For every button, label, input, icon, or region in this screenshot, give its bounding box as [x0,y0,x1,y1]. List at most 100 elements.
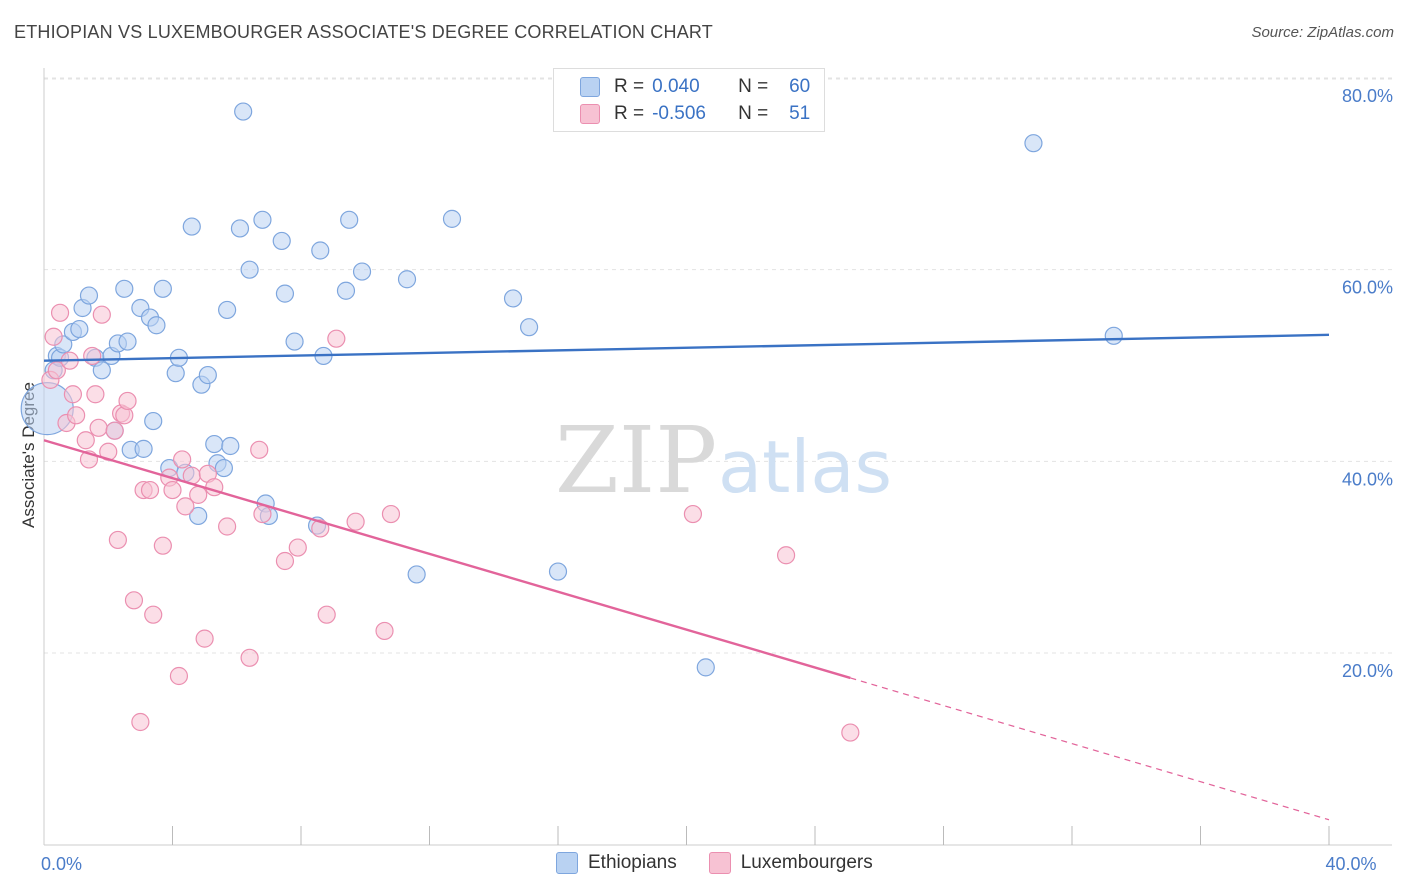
ethiopians-point [336,281,356,300]
luxembourgers-point [218,517,237,536]
source-label: Source: ZipAtlas.com [1251,24,1394,41]
luxembourgers-trend-line [43,439,851,680]
luxembourgers-point [50,303,70,322]
luxembourgers-point [92,305,111,324]
ethiopians-point [253,210,272,229]
x-tick-label: 40.0% [1325,854,1376,874]
legend-item-label: Ethiopians [588,852,677,873]
legend-item-luxembourgers: Luxembourgers [708,852,873,874]
legend-r-label: R = [614,103,645,124]
trend-lines [43,333,1330,821]
luxembourgers-legend-swatch [708,852,731,874]
ethiopians-point [218,300,237,320]
series-ethiopians [20,102,1123,677]
ethiopians-point [153,279,172,298]
luxembourgers-point [140,480,160,500]
luxembourgers-point [67,406,86,425]
watermark-zip: ZIP [555,407,717,514]
ethiopians-point [79,286,99,305]
luxembourgers-point [288,538,307,557]
ethiopians-point [230,219,250,238]
luxembourgers-point [63,385,83,404]
luxembourgers-point [124,591,144,610]
legend-item-label: Luxembourgers [740,852,873,873]
watermark-atlas: atlas [718,425,892,509]
legend-n-label: N = [738,103,769,124]
y-tick-label: 20.0% [1342,661,1393,681]
ethiopians-point [118,332,137,351]
luxembourgers-point [163,480,182,500]
luxembourgers-trend-extension [850,677,1330,821]
ethiopians-point [352,262,372,281]
legend-n-label: N = [738,76,769,97]
stats-legend: R = 0.040 N = 60 R = -0.506 N = 51 [553,68,825,132]
ethiopians-point [1024,134,1043,153]
ethiopians-point [503,289,523,308]
ethiopians-point [240,260,259,279]
y-tick-labels: 20.0% 40.0% 60.0% 80.0% [1342,86,1393,681]
ethiopians-point [234,102,253,121]
ethiopians-point [397,270,417,289]
ethiopians-point [311,241,330,260]
luxembourgers-point [240,648,259,667]
luxembourgers-point [776,546,796,565]
x-tick-labels: 0.0% 40.0% [41,854,1377,874]
luxembourgers-point [144,605,163,624]
ethiopians-point [115,279,134,298]
legend-n-value: 51 [789,103,811,124]
grid-lines [44,77,1392,654]
luxembourgers-point [189,485,208,504]
ethiopians-swatch [580,77,600,97]
luxembourgers-point [683,504,703,524]
luxembourgers-point [44,327,63,346]
y-tick-label: 40.0% [1342,469,1393,489]
luxembourgers-swatch [580,104,600,124]
ethiopians-point [442,209,462,228]
luxembourgers-point [108,530,127,550]
luxembourgers-point [317,605,336,624]
ethiopians-point [70,319,89,339]
luxembourgers-point [275,551,295,571]
luxembourgers-point [76,431,95,450]
legend-row-luxembourgers: R = -0.506 N = 51 [580,101,810,127]
ethiopians-point [407,565,426,584]
ethiopians-point [144,411,163,431]
ethiopians-point [548,562,568,581]
ethiopians-legend-swatch [556,852,578,874]
luxembourgers-point [173,450,192,469]
chart-title: ETHIOPIAN VS LUXEMBOURGER ASSOCIATE'S DE… [14,22,713,42]
ethiopians-point [205,434,224,454]
y-tick-label: 80.0% [1342,86,1393,106]
ethiopians-point [198,365,217,385]
ethiopians-point [92,361,111,380]
luxembourgers-point [327,329,346,348]
luxembourgers-point [153,536,172,555]
luxembourgers-point [47,361,66,380]
legend-r-value: 0.040 [652,76,700,97]
watermark: ZIP atlas [555,407,892,514]
luxembourgers-point [375,621,394,641]
luxembourgers-point [83,346,102,366]
ethiopians-point [519,318,539,337]
legend-row-ethiopians: R = 0.040 N = 60 [580,74,810,100]
legend-n-value: 60 [789,76,811,97]
luxembourgers-point [381,504,401,524]
ethiopians-point [147,316,166,335]
ethiopians-point [696,658,715,677]
luxembourgers-point [105,421,124,440]
luxembourgers-point [195,629,214,648]
luxembourgers-point [118,391,137,411]
x-tick-label: 0.0% [41,854,82,874]
ethiopians-point [221,436,240,456]
ethiopians-point [272,231,291,251]
legend-r-label: R = [614,76,645,97]
luxembourgers-point [86,385,105,404]
ethiopians-point [275,284,295,303]
legend-r-value: -0.506 [652,103,706,124]
ethiopians-point [285,332,304,351]
ethiopians-point [182,217,201,236]
ethiopians-point [214,458,233,478]
luxembourgers-point [841,723,860,742]
luxembourgers-point [169,666,189,686]
